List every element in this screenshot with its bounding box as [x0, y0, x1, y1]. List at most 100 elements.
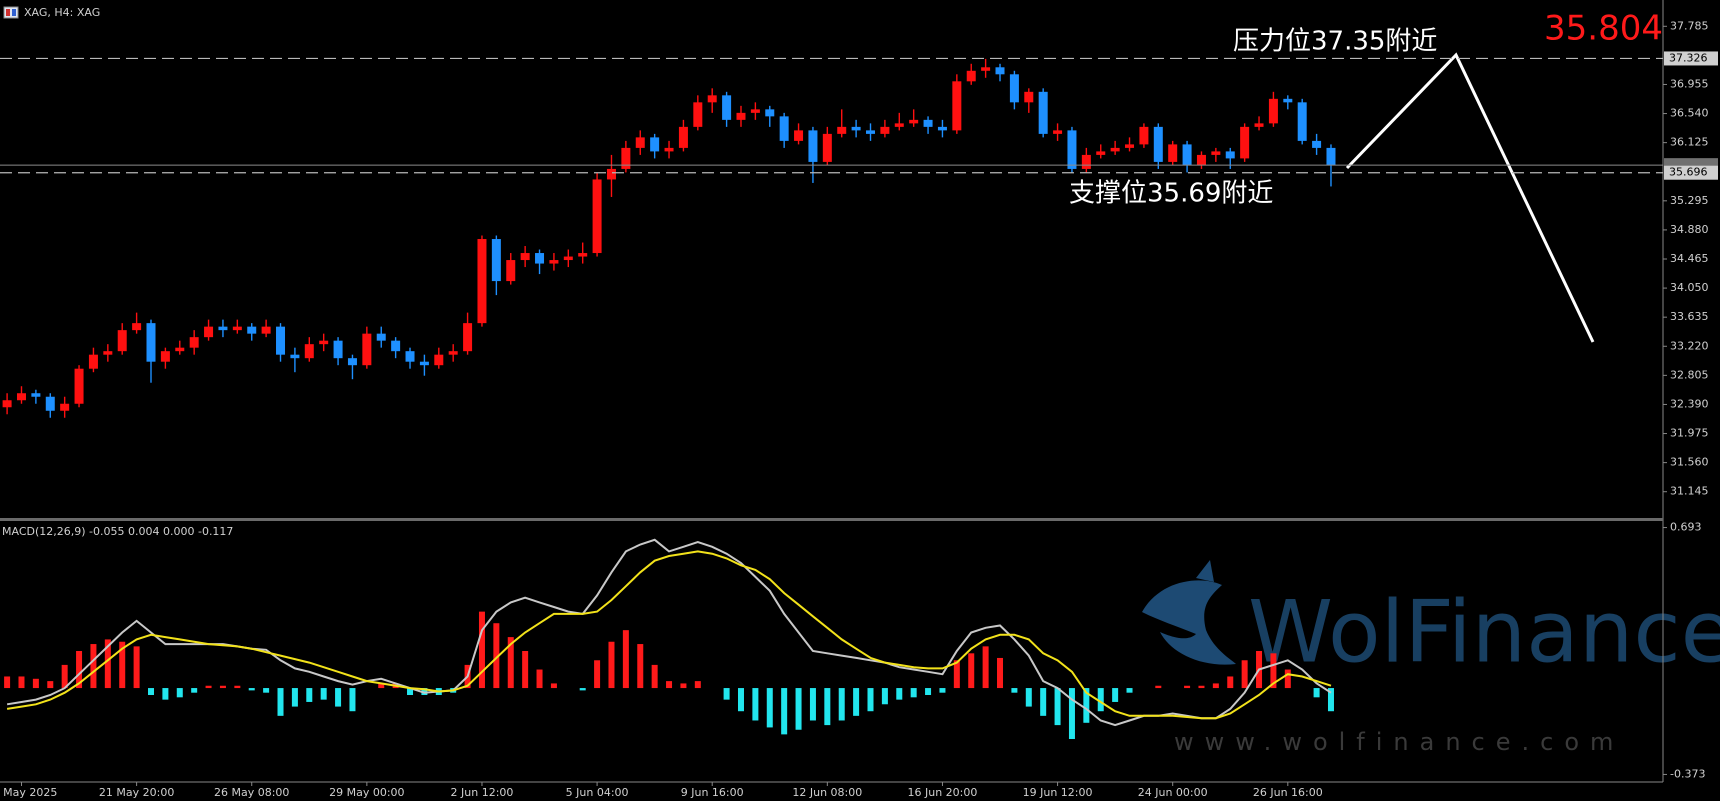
last-price-big: 35.804 [1544, 9, 1663, 49]
candle-body [952, 81, 962, 131]
histogram-bar [925, 688, 932, 696]
watermark-logo [1142, 580, 1236, 665]
histogram-bar [550, 683, 557, 689]
histogram-bar [910, 688, 917, 698]
candle-body [1196, 154, 1206, 166]
candle-body [578, 253, 588, 257]
histogram-bar [32, 678, 39, 689]
annotation: 支撑位35.69附近 [1069, 179, 1273, 209]
histogram-bar [737, 688, 744, 712]
histogram-bar [1040, 688, 1047, 716]
histogram-bar [133, 646, 140, 689]
candle-body [678, 126, 688, 148]
y-tick-label: 0.693 [1670, 521, 1702, 534]
histogram-bar [1270, 653, 1277, 689]
histogram-bar [781, 688, 788, 735]
y-tick-label: 32.390 [1670, 397, 1709, 410]
candle-body [276, 326, 286, 355]
y-tick-label: 36.540 [1670, 107, 1709, 120]
candle-body [779, 116, 789, 141]
histogram-bar [680, 683, 687, 689]
candle-body [923, 119, 933, 127]
y-tick-label: 35.295 [1670, 194, 1709, 207]
candle-body [333, 340, 343, 359]
x-tick-label: 26 May 08:00 [214, 786, 289, 799]
histogram-bar [320, 688, 327, 700]
histogram-bar [723, 688, 730, 700]
histogram-bar [1184, 685, 1191, 689]
candle-body [794, 130, 804, 141]
watermark-logo-ear [1196, 560, 1214, 582]
candle-body [851, 126, 861, 131]
candle-body [477, 239, 487, 324]
histogram-bar [277, 688, 284, 716]
candle-body [722, 95, 732, 120]
candle-body [563, 256, 573, 261]
histogram-bar [1198, 685, 1205, 689]
y-tick-label: 31.975 [1670, 427, 1709, 440]
histogram-bar [809, 688, 816, 721]
histogram-bar [263, 688, 270, 693]
histogram-bar [881, 688, 888, 705]
candle-body [491, 239, 501, 282]
candle-body [995, 67, 1005, 75]
candle-body [1024, 91, 1034, 103]
candle-body [837, 126, 847, 134]
candle-body [765, 109, 775, 117]
y-tick-label: 36.955 [1670, 77, 1709, 90]
candle-body [909, 119, 919, 124]
chart-title: XAG, H4: XAG [24, 6, 100, 19]
candle-body [1268, 98, 1278, 124]
candle-body [1211, 151, 1221, 155]
watermark: WolFinance www.wolfinance.com [1142, 560, 1720, 756]
candle-body [535, 253, 545, 264]
histogram-bar [997, 657, 1004, 689]
candle-body [1240, 126, 1250, 159]
histogram-bar [291, 688, 298, 707]
candle-body [866, 130, 875, 134]
candle-body [1067, 130, 1077, 169]
y-tick-label: 33.635 [1670, 310, 1709, 323]
icon-bar [12, 9, 16, 16]
candle-body [31, 393, 41, 397]
histogram-bar [61, 664, 68, 689]
candle-body [261, 326, 271, 334]
candle-body [1326, 147, 1336, 166]
y-tick-label: 37.785 [1670, 19, 1709, 32]
histogram-bar [478, 611, 485, 689]
y-tick-label: -0.373 [1670, 767, 1705, 780]
icon-bar [6, 9, 10, 16]
candle-body [1168, 144, 1178, 162]
histogram-bar [608, 641, 615, 689]
candle-body [635, 137, 645, 148]
histogram-bar [1025, 688, 1032, 707]
candle-body [981, 67, 991, 71]
y-tick-label: 31.145 [1670, 485, 1709, 498]
histogram-bar [119, 641, 126, 689]
histogram-bar [421, 688, 428, 696]
candle-body [894, 123, 904, 127]
icon-frame [3, 6, 19, 19]
histogram-bar [1097, 688, 1104, 712]
candle-body [103, 351, 113, 355]
candle-body [966, 70, 976, 82]
candle-body [405, 351, 415, 362]
histogram-bar [867, 688, 874, 712]
histogram-bar [1155, 685, 1162, 689]
candle-body [664, 147, 674, 152]
histogram-bar [306, 688, 313, 702]
watermark-url: www.wolfinance.com [1174, 728, 1624, 756]
x-tick-label: 16 Jun 20:00 [908, 786, 978, 799]
candle-body [391, 340, 401, 352]
candle-body [319, 340, 329, 345]
histogram-bar [205, 685, 212, 689]
y-tick-label: 34.465 [1670, 252, 1709, 265]
candle-body [736, 112, 746, 120]
histogram-bar [1083, 688, 1090, 723]
candle-body [419, 361, 429, 366]
candle-body [434, 354, 444, 366]
histogram-bar [896, 688, 903, 700]
candle-body [592, 179, 602, 254]
histogram-bar [536, 669, 543, 689]
histogram-bar [1212, 683, 1219, 689]
